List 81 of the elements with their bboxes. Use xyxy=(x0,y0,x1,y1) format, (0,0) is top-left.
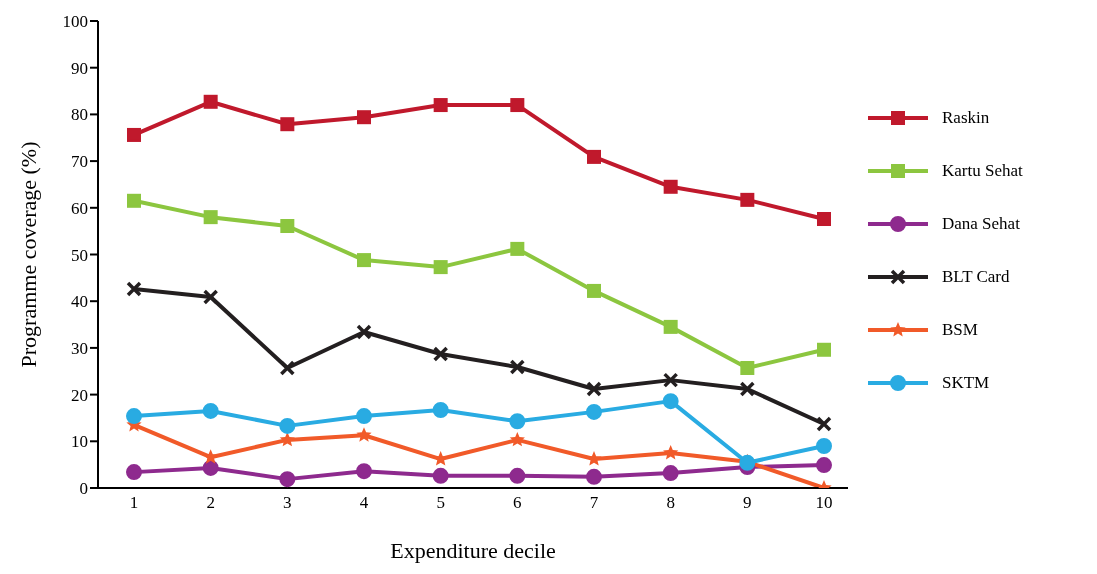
point xyxy=(663,319,678,334)
point xyxy=(126,281,142,297)
point xyxy=(739,381,756,397)
x-tick-label: 5 xyxy=(436,493,445,513)
point xyxy=(817,342,831,357)
y-tick-label: 50 xyxy=(71,245,88,265)
point xyxy=(357,110,371,125)
point xyxy=(509,431,525,447)
point xyxy=(356,408,372,425)
y-tick-label: 40 xyxy=(71,292,88,312)
point xyxy=(279,360,296,376)
y-tick-label: 20 xyxy=(71,385,88,405)
x-tick-label: 1 xyxy=(129,493,139,513)
point xyxy=(126,408,142,425)
point xyxy=(126,464,142,481)
x-tick-label: 8 xyxy=(666,493,675,513)
y-tick-label: 10 xyxy=(71,432,88,452)
point xyxy=(663,444,679,460)
legend-label: BSM xyxy=(942,319,978,340)
point xyxy=(433,98,448,113)
point xyxy=(587,283,601,298)
point xyxy=(586,381,602,397)
point xyxy=(432,467,449,484)
legend-label: Dana Sehat xyxy=(942,213,1020,234)
point xyxy=(510,241,525,256)
point xyxy=(356,427,372,442)
point xyxy=(279,431,295,447)
point xyxy=(356,463,372,480)
point xyxy=(509,413,526,430)
x-tick-label: 9 xyxy=(743,493,752,513)
point xyxy=(510,98,525,113)
point xyxy=(280,219,295,234)
y-tick-label: 60 xyxy=(71,198,88,218)
point xyxy=(662,393,679,410)
point xyxy=(357,253,371,268)
y-tick-label: 80 xyxy=(71,105,88,125)
y-tick-label: 30 xyxy=(71,338,88,358)
x-axis-title: Expenditure decile xyxy=(390,538,556,563)
x-tick-label: 2 xyxy=(206,493,215,513)
x-tick-label: 6 xyxy=(513,493,522,513)
point xyxy=(509,359,526,375)
y-tick-label: 70 xyxy=(71,152,88,172)
point xyxy=(127,127,141,142)
point xyxy=(433,260,448,275)
y-tick-label: 100 xyxy=(62,12,88,32)
point xyxy=(509,467,526,484)
point xyxy=(816,416,832,432)
legend-label: Raskin xyxy=(942,107,990,128)
point xyxy=(662,372,679,388)
point xyxy=(662,465,679,482)
x-tick-label: 7 xyxy=(589,493,599,513)
point xyxy=(127,193,141,208)
point xyxy=(817,212,831,227)
point xyxy=(432,402,449,419)
legend-label: SKTM xyxy=(942,372,990,393)
point xyxy=(203,210,218,225)
x-tick-label: 4 xyxy=(359,493,369,513)
y-tick-label: 0 xyxy=(79,479,88,499)
y-axis-title: Programme coverage (%) xyxy=(15,141,41,368)
point xyxy=(740,360,755,375)
x-tick-label: 10 xyxy=(815,493,833,513)
point xyxy=(202,402,219,419)
point xyxy=(279,417,296,434)
point xyxy=(280,117,295,132)
point xyxy=(586,403,602,420)
legend-label: Kartu Sehat xyxy=(942,160,1023,181)
point xyxy=(816,457,832,474)
legend-label: BLT Card xyxy=(942,266,1010,287)
x-tick-label: 3 xyxy=(283,493,292,513)
point xyxy=(587,149,601,164)
point xyxy=(740,192,755,207)
point xyxy=(356,324,372,340)
point xyxy=(816,437,832,454)
y-tick-label: 90 xyxy=(71,58,88,78)
point xyxy=(586,468,602,485)
point xyxy=(202,289,219,305)
point xyxy=(663,179,678,194)
point xyxy=(202,459,219,476)
point xyxy=(279,471,296,488)
point xyxy=(203,94,218,109)
point xyxy=(432,346,449,362)
